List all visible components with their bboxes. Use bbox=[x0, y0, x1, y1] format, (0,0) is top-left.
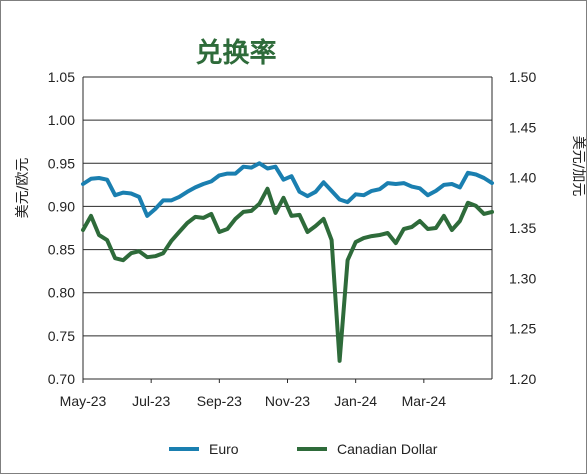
right-axis-title: 美元/加元 bbox=[570, 136, 586, 197]
left-tick-label: 1.00 bbox=[48, 112, 75, 128]
right-tick-label: 1.35 bbox=[509, 220, 536, 236]
left-tick-label: 0.70 bbox=[48, 371, 75, 387]
x-tick-label: May-23 bbox=[60, 393, 107, 409]
gridlines bbox=[83, 76, 492, 380]
left-tick-label: 0.90 bbox=[48, 198, 75, 214]
series-euro bbox=[81, 161, 494, 218]
left-tick-label: 0.80 bbox=[48, 285, 75, 301]
right-tick-label: 1.40 bbox=[509, 170, 536, 186]
series-line bbox=[81, 186, 494, 363]
series-canadian-dollar bbox=[81, 186, 494, 363]
legend: Euro Canadian Dollar bbox=[169, 441, 438, 457]
legend-label: Canadian Dollar bbox=[337, 441, 438, 457]
left-tick-label: 0.85 bbox=[48, 242, 75, 258]
chart-title: 兑换率 bbox=[196, 37, 277, 69]
left-axis-title: 美元/欧元 bbox=[15, 158, 31, 219]
legend-label: Euro bbox=[209, 441, 239, 457]
x-tick-label: Mar-24 bbox=[402, 393, 447, 409]
series-line bbox=[81, 161, 494, 218]
right-tick-label: 1.20 bbox=[509, 371, 536, 387]
left-tick-label: 0.95 bbox=[48, 155, 75, 171]
right-tick-label: 1.30 bbox=[509, 270, 536, 286]
left-tick-label: 1.05 bbox=[48, 69, 75, 85]
left-tick-label: 0.75 bbox=[48, 328, 75, 344]
x-tick-label: Jan-24 bbox=[334, 393, 377, 409]
left-axis-ticks: 1.05 1.00 0.95 0.90 0.85 0.80 0.75 0.70 bbox=[48, 69, 75, 387]
x-axis-ticks: May-23 Jul-23 Sep-23 Nov-23 Jan-24 Mar-24 bbox=[60, 379, 447, 409]
right-tick-label: 1.45 bbox=[509, 119, 536, 135]
x-tick-label: Sep-23 bbox=[197, 393, 242, 409]
x-tick-label: Nov-23 bbox=[265, 393, 310, 409]
x-tick-label: Jul-23 bbox=[132, 393, 170, 409]
right-axis-ticks: 1.50 1.45 1.40 1.35 1.30 1.25 1.20 bbox=[509, 69, 536, 387]
right-tick-label: 1.50 bbox=[509, 69, 536, 85]
right-tick-label: 1.25 bbox=[509, 321, 536, 337]
series-layer bbox=[81, 161, 494, 363]
